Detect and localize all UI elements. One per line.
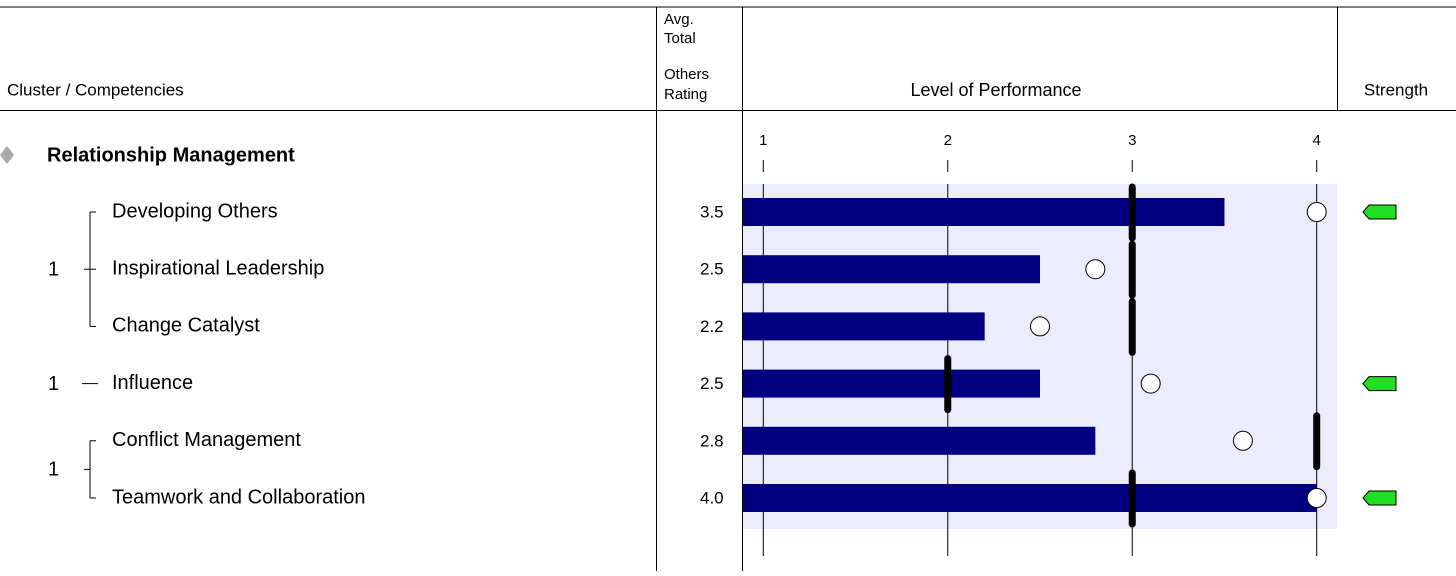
strength-icon [1362,204,1397,220]
bar [743,255,1040,284]
competency-name: Teamwork and Collaboration [112,486,365,508]
strength-icon [1362,376,1397,392]
competency-name: Influence [112,372,193,394]
rating-label: 2.5 [700,260,724,279]
group-label: 1 [48,459,59,481]
group-label: 1 [48,373,59,395]
others-circle [1232,430,1253,451]
x-tick-label: 3 [1128,132,1136,149]
header-rating: Avg. [664,11,694,28]
rating-label: 2.8 [700,431,724,450]
bar [743,426,1096,455]
competency-name: Developing Others [112,200,278,222]
cluster-icon [0,146,14,164]
rating-label: 3.5 [700,202,724,221]
rating-label: 4.0 [700,488,724,507]
header-rating: Total [664,30,696,47]
others-circle [1085,259,1106,280]
bar [743,312,985,341]
x-tick-label: 1 [759,132,767,149]
strength-icon [1362,490,1397,506]
header-strength: Strength [1364,80,1428,99]
header-rating: Others [664,66,709,83]
x-tick-label: 4 [1313,132,1321,149]
others-circle [1306,202,1327,222]
x-tick-label: 2 [944,132,952,149]
group-label: 1 [48,258,59,280]
others-circle [1140,373,1161,394]
bar [743,198,1225,226]
bar [743,369,1040,398]
competency-name: Conflict Management [112,429,301,451]
header-rating: Rating [664,86,707,103]
others-circle [1030,316,1050,337]
header-cluster: Cluster / Competencies [7,80,184,99]
cluster-name: Relationship Management [47,144,295,166]
rating-label: 2.2 [700,317,724,336]
competency-name: Change Catalyst [112,315,260,337]
rating-label: 2.5 [700,374,724,393]
header-performance: Level of Performance [910,80,1081,100]
competency-name: Inspirational Leadership [112,257,324,279]
others-circle [1306,488,1327,508]
chart-panel [743,184,1337,529]
bar [743,484,1317,512]
